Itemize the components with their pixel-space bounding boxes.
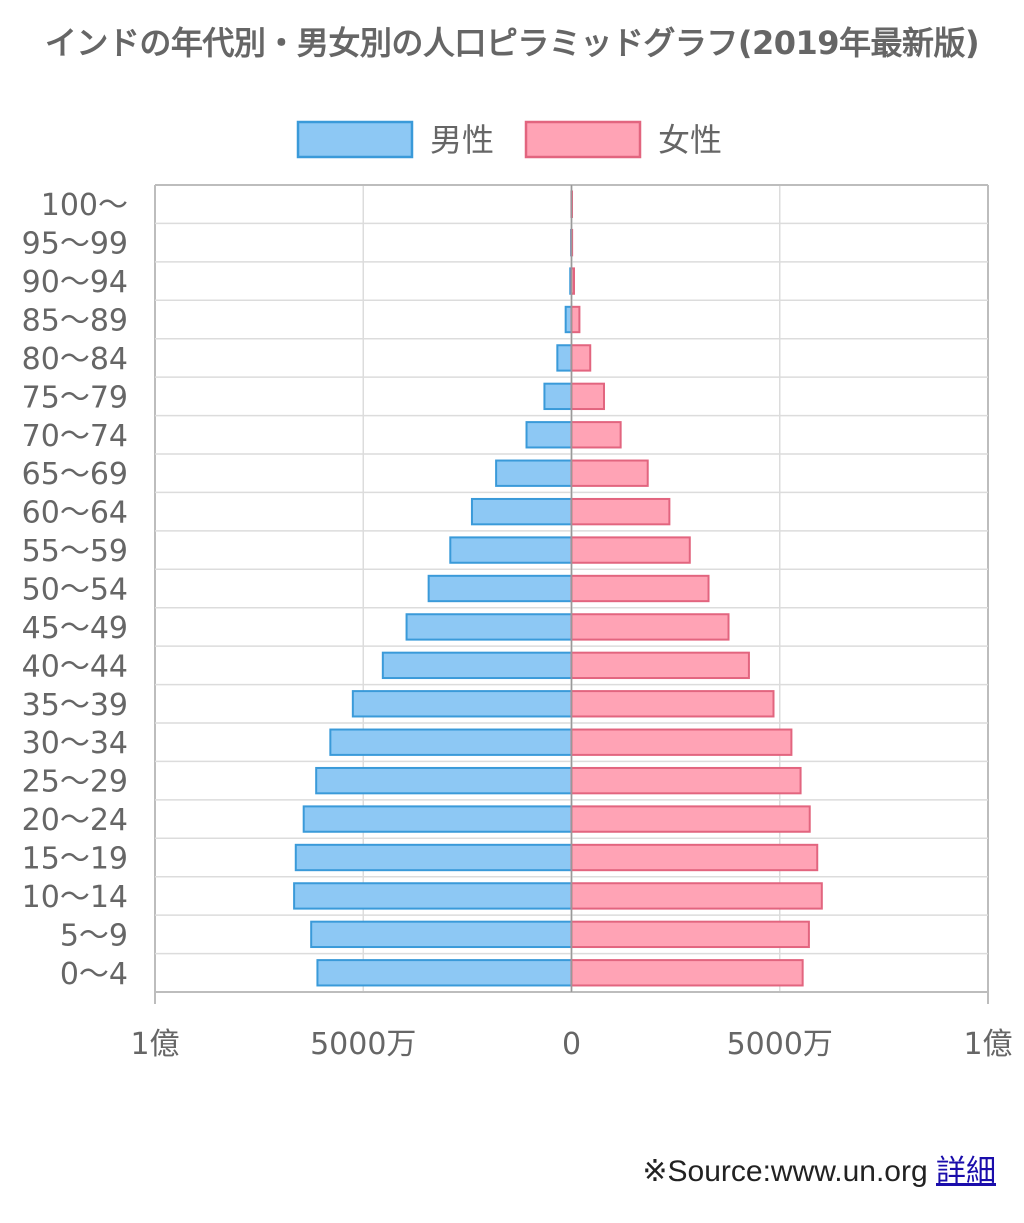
male-bar[interactable] [293, 882, 573, 910]
female-bar[interactable] [570, 382, 605, 411]
y-tick-label: 45〜49 [22, 611, 128, 646]
y-tick-label: 5〜9 [60, 918, 128, 953]
female-bar[interactable] [570, 536, 691, 564]
female-bar[interactable] [570, 766, 802, 795]
female-bar[interactable] [570, 344, 592, 372]
y-tick-label: 75〜79 [22, 380, 128, 415]
male-bar[interactable] [449, 536, 573, 564]
y-tick-label: 65〜69 [22, 457, 128, 492]
legend-female-swatch[interactable] [524, 120, 642, 159]
male-bar[interactable] [316, 959, 573, 987]
male-bar[interactable] [294, 843, 573, 872]
male-bar[interactable] [427, 574, 573, 603]
y-tick-label: 25〜29 [22, 765, 128, 800]
x-tick-label: 5000万 [310, 1027, 416, 1062]
source-text: ※Source:www.un.org [642, 1155, 928, 1188]
y-tick-label: 100〜 [41, 188, 128, 223]
female-bar[interactable] [570, 920, 810, 949]
y-tick-label: 0〜4 [60, 957, 128, 992]
y-tick-label: 80〜84 [22, 342, 128, 377]
x-tick-label: 0 [562, 1027, 581, 1062]
male-bar[interactable] [495, 459, 573, 487]
female-bar[interactable] [570, 651, 750, 680]
female-bar[interactable] [570, 497, 671, 526]
female-bar[interactable] [570, 843, 819, 872]
source-note: ※Source:www.un.org 詳細 [642, 1146, 996, 1190]
female-bar[interactable] [570, 459, 649, 487]
x-tick-label: 1億 [963, 1027, 1012, 1062]
male-bar[interactable] [525, 421, 573, 449]
male-bar[interactable] [470, 497, 573, 526]
y-tick-label: 50〜54 [22, 573, 128, 608]
y-tick-label: 20〜24 [22, 803, 128, 838]
male-bar[interactable] [405, 613, 573, 641]
male-bar[interactable] [556, 344, 573, 372]
female-bar[interactable] [570, 574, 710, 603]
details-link[interactable]: 詳細 [936, 1155, 996, 1188]
female-bar[interactable] [570, 613, 730, 641]
female-bar[interactable] [570, 728, 793, 756]
y-tick-label: 85〜89 [22, 304, 128, 339]
female-bar[interactable] [570, 959, 804, 987]
axis-layer: 1億 5000万 0 5000万 1億100〜95〜9990〜9485〜8980〜847… [22, 185, 1013, 1062]
legend[interactable]: 男性 女性 [296, 120, 722, 159]
male-bar[interactable] [543, 382, 573, 411]
y-tick-label: 70〜74 [22, 419, 128, 454]
y-tick-label: 15〜19 [22, 842, 128, 877]
y-tick-label: 40〜44 [22, 649, 128, 684]
male-bar[interactable] [315, 766, 573, 795]
y-tick-label: 30〜34 [22, 726, 128, 761]
legend-male-label[interactable]: 男性 [430, 121, 494, 159]
male-bar[interactable] [329, 728, 573, 756]
male-bar[interactable] [381, 651, 573, 680]
legend-female-label[interactable]: 女性 [658, 121, 722, 159]
x-tick-label: 1億 [130, 1027, 179, 1062]
y-tick-label: 90〜94 [22, 265, 128, 300]
y-tick-label: 10〜14 [22, 880, 128, 915]
x-tick-label: 5000万 [727, 1027, 833, 1062]
female-bar[interactable] [570, 805, 811, 833]
male-bar[interactable] [351, 690, 573, 718]
female-bar[interactable] [570, 421, 622, 449]
male-bar[interactable] [302, 805, 573, 833]
female-bar[interactable] [570, 305, 581, 334]
y-tick-label: 55〜59 [22, 534, 128, 569]
y-tick-label: 95〜99 [22, 227, 128, 262]
bars-layer [293, 190, 823, 987]
male-bar[interactable] [310, 920, 573, 949]
chart-title: インドの年代別・男女別の人口ピラミッドグラフ(2019年最新版) [44, 24, 980, 62]
y-tick-label: 35〜39 [22, 688, 128, 723]
female-bar[interactable] [570, 882, 823, 910]
y-tick-label: 60〜64 [22, 496, 128, 531]
legend-male-swatch[interactable] [296, 120, 414, 159]
female-bar[interactable] [570, 690, 775, 718]
